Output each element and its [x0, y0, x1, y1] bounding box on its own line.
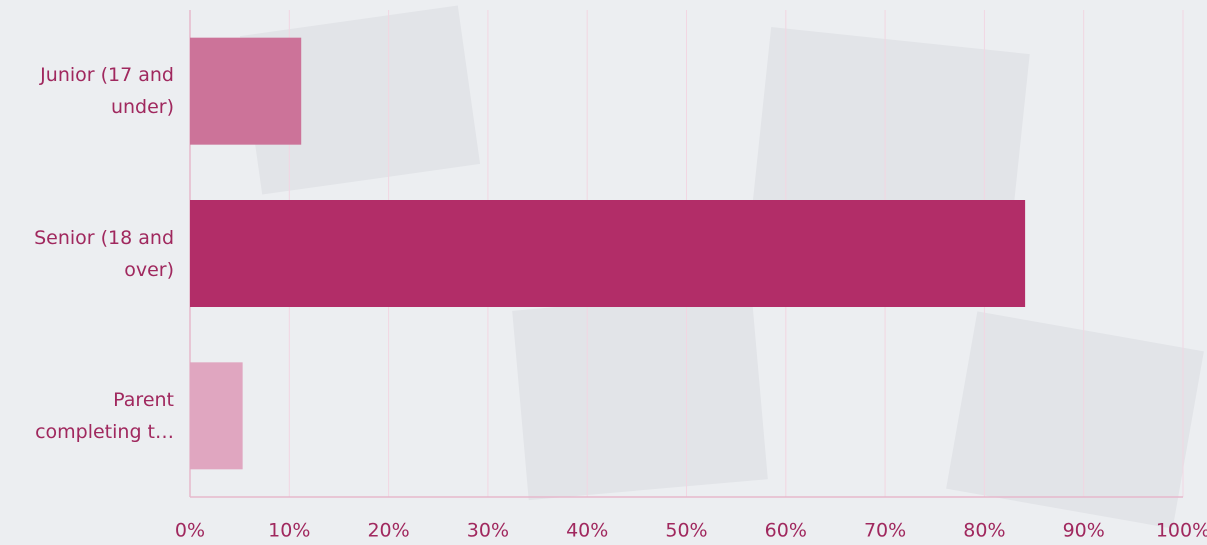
category-label: Parent completing t… — [6, 384, 174, 448]
bar — [190, 38, 301, 145]
x-tick-label: 60% — [765, 520, 807, 542]
x-tick-label: 30% — [467, 520, 509, 542]
category-label: Junior (17 and under) — [6, 59, 174, 123]
bar — [190, 200, 1025, 307]
bar — [190, 362, 243, 469]
x-tick-label: 50% — [665, 520, 707, 542]
x-tick-label: 10% — [268, 520, 310, 542]
x-tick-label: 80% — [963, 520, 1005, 542]
x-tick-label: 100% — [1156, 520, 1207, 542]
category-label: Senior (18 and over) — [6, 222, 174, 286]
chart: 0% 10% 20% 30% 40% 50% 60% 70% 80% 90% 100% — [0, 0, 1207, 545]
x-tick-label: 70% — [864, 520, 906, 542]
page: 0%10%20%30%40%50%60%70%80%90%100% (() =>… — [0, 0, 1207, 545]
x-tick-label: 20% — [367, 520, 409, 542]
x-tick-label: 0% — [175, 520, 205, 542]
x-tick-label: 90% — [1063, 520, 1105, 542]
x-tick-label: 40% — [566, 520, 608, 542]
